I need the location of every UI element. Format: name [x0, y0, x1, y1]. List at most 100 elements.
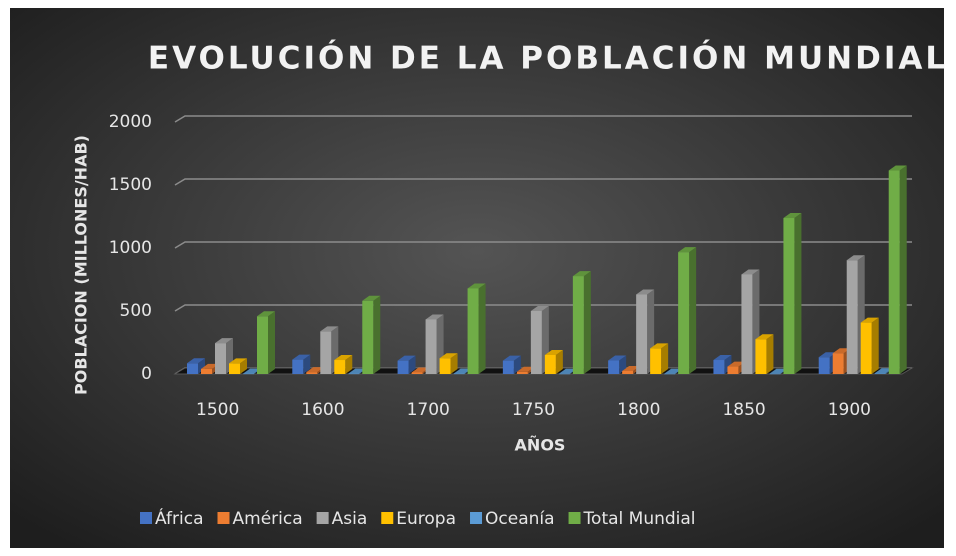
bar — [502, 360, 514, 374]
bar-top — [622, 365, 641, 371]
x-tick-label: 1900 — [828, 400, 871, 420]
legend-swatch — [316, 512, 329, 524]
bar-top — [215, 338, 233, 344]
bar-top — [243, 368, 261, 374]
bar-3d — [467, 283, 486, 374]
bar-top — [650, 343, 669, 349]
bar-top — [755, 334, 774, 340]
bar-top — [558, 368, 577, 374]
bar-side — [268, 311, 275, 374]
bar — [678, 252, 690, 374]
bar — [664, 373, 676, 375]
bar — [874, 373, 886, 374]
bar — [467, 288, 479, 374]
x-axis-label: AÑOS — [515, 436, 566, 455]
y-tick-label: 2000 — [109, 112, 152, 132]
bar-top — [453, 368, 472, 374]
bar-top — [425, 314, 444, 320]
bar — [727, 366, 739, 374]
bar-top — [257, 311, 275, 317]
bar-top — [467, 283, 486, 289]
bar-side — [661, 343, 669, 374]
bar-top — [411, 367, 430, 373]
bar-side — [689, 247, 697, 374]
grid-line — [174, 241, 912, 249]
bar-top — [362, 295, 381, 301]
bar-top — [846, 255, 865, 261]
bar-3d — [888, 165, 907, 374]
legend-label: Oceanía — [485, 509, 555, 529]
bar — [846, 260, 858, 374]
bar — [257, 316, 268, 374]
bar — [741, 274, 753, 374]
bar — [306, 372, 318, 374]
legend-label: Total Mundial — [583, 509, 696, 529]
y-tick-label: 1000 — [109, 238, 152, 258]
bar-side — [766, 334, 774, 374]
legend-label: Europa — [396, 509, 456, 529]
bar — [292, 359, 304, 374]
bar-top — [860, 317, 879, 323]
bar-top — [530, 306, 549, 311]
grid-line — [174, 304, 912, 312]
bar — [650, 348, 662, 374]
y-tick-label: 0 — [141, 364, 152, 384]
bar — [397, 360, 409, 374]
bar-3d — [544, 349, 563, 374]
x-tick-label: 1800 — [617, 400, 660, 420]
legend-label: América — [233, 509, 303, 529]
bar — [888, 170, 900, 374]
y-tick-label: 1500 — [109, 175, 152, 195]
bar — [769, 373, 781, 375]
bar-top — [783, 213, 802, 219]
bar-top — [292, 354, 311, 360]
bar-3d — [572, 271, 591, 374]
bar-3d — [783, 213, 802, 374]
bar-top — [713, 355, 732, 361]
legend-swatch — [217, 512, 230, 524]
bar-3d — [397, 355, 416, 374]
bar-top — [334, 355, 353, 361]
bar-top — [348, 368, 367, 374]
bar-top — [874, 368, 893, 374]
bar — [411, 372, 423, 374]
bar-top — [832, 348, 851, 354]
bar-top — [439, 353, 458, 359]
grid-line — [174, 178, 912, 186]
bar-top — [678, 247, 697, 253]
chart-background — [10, 8, 944, 548]
bar — [516, 371, 528, 374]
legend-swatch — [140, 512, 152, 524]
bar-top — [572, 271, 591, 277]
bar-side — [373, 295, 381, 374]
bar — [608, 360, 620, 374]
bar-top — [320, 326, 339, 332]
bar — [453, 373, 465, 375]
bar-3d — [650, 343, 669, 374]
bar-3d — [292, 354, 311, 374]
y-axis-label: POBLACION (MILLONES/HAB) — [72, 135, 91, 395]
bar-top — [201, 363, 219, 369]
x-tick-label: 1500 — [196, 400, 239, 420]
bar — [439, 358, 451, 374]
bar-top — [229, 358, 247, 364]
bar-3d — [362, 295, 381, 374]
bar — [558, 373, 570, 375]
y-tick-label: 500 — [120, 301, 152, 321]
bar — [832, 353, 844, 374]
legend-swatch — [568, 512, 581, 524]
bar-top — [187, 358, 205, 364]
bar — [187, 363, 198, 374]
bar-top — [502, 355, 521, 361]
legend-swatch — [470, 512, 483, 524]
x-tick-label: 1600 — [301, 400, 344, 420]
x-tick-label: 1700 — [407, 400, 450, 420]
bar-top — [664, 368, 683, 374]
bar — [713, 360, 725, 374]
legend-label: África — [155, 507, 204, 529]
bar-3d — [439, 353, 458, 374]
bar-top — [306, 367, 325, 373]
bar-side — [794, 213, 802, 374]
bar-3d — [257, 311, 275, 374]
